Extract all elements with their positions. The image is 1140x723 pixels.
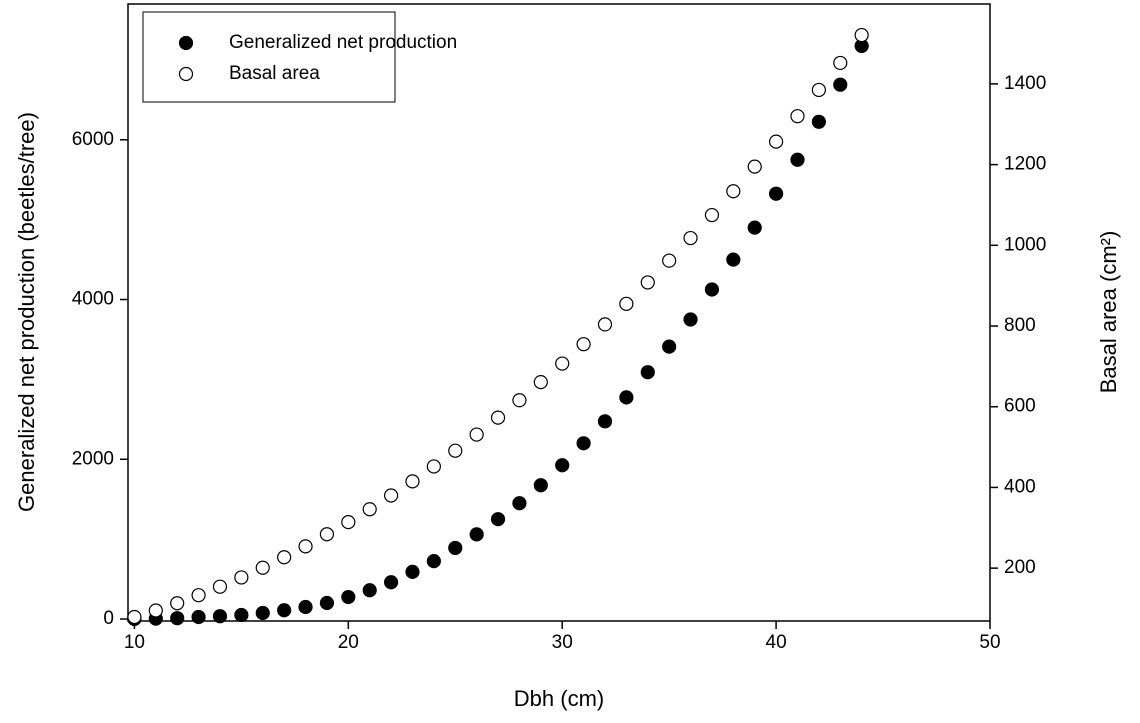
data-point [362,583,377,598]
data-point [726,252,741,267]
y2-tick-label: 1200 [1004,154,1046,175]
data-point [255,560,270,575]
legend-box [142,11,396,103]
data-point [255,605,270,621]
data-point [448,540,463,556]
x-tick-label: 50 [979,632,1000,653]
plot-frame [127,3,991,622]
legend-marker [178,66,194,82]
data-point [790,152,805,167]
data-point [790,109,805,124]
y2-tick-label: 1000 [1004,234,1046,255]
data-point [277,550,292,565]
data-point [234,607,249,623]
x-tick-label: 10 [124,632,145,653]
data-point [640,275,655,290]
x-tick-label: 40 [766,632,787,653]
data-point [426,459,441,474]
data-point [362,502,377,517]
y-tick-label: 2000 [72,448,114,469]
y2-tick-label: 200 [1004,557,1036,578]
data-point [170,596,185,611]
data-point [576,337,591,352]
data-point [298,539,313,554]
data-point [769,134,784,149]
y2-tick-label: 800 [1004,315,1036,336]
data-point [512,496,527,511]
y-axis-title: Generalized net production (beetles/tree… [14,112,39,512]
data-point [811,114,826,129]
data-point [383,488,399,503]
data-point [747,159,762,174]
data-point [426,553,441,569]
data-point [640,365,655,380]
x-tick-label: 30 [552,632,573,653]
y2-axis-title: Basal area (cm²) [1096,231,1121,394]
data-point [619,296,634,311]
data-point [127,609,142,625]
x-tick-label: 20 [338,632,359,653]
data-point [341,515,356,530]
data-point [683,230,698,246]
data-point [683,312,698,327]
y2-tick-label: 600 [1004,396,1036,417]
data-point [726,184,741,199]
data-point [191,588,206,603]
data-point [704,282,720,297]
data-point [319,527,335,542]
data-point [747,220,762,235]
data-point [298,599,313,615]
data-point [811,82,826,98]
data-point [191,609,206,625]
data-point [854,27,869,43]
data-point [833,55,848,71]
data-point [469,527,484,542]
data-point [619,390,634,405]
data-point [490,410,506,425]
data-point [405,474,420,489]
data-point [597,414,613,429]
legend-label: Basal area [229,63,320,84]
data-point [597,317,613,332]
data-point [448,443,463,458]
data-point [533,375,548,390]
data-point [234,570,249,585]
data-point [555,458,570,473]
data-point [662,339,677,354]
data-point [212,579,228,594]
data-point [341,589,356,605]
y-tick-label: 0 [103,608,114,629]
data-point [319,595,335,611]
y2-tick-label: 400 [1004,476,1036,497]
data-point [576,436,591,451]
y-tick-label: 6000 [72,129,114,150]
data-point [769,186,784,201]
data-point [833,77,848,92]
data-point [512,393,527,408]
data-point [662,253,677,268]
data-point [170,611,185,626]
data-point [383,575,399,590]
data-point [469,427,484,442]
data-point [405,564,420,579]
legend-label: Generalized net production [229,32,457,53]
data-point [277,603,292,618]
data-point [533,478,548,493]
data-point [212,609,228,624]
y2-tick-label: 1400 [1004,73,1046,94]
data-point [490,512,506,527]
data-point [704,207,720,223]
data-point [148,603,163,618]
legend-marker [178,35,194,51]
data-point [555,356,570,371]
y-tick-label: 4000 [72,289,114,310]
x-axis-title: Dbh (cm) [514,686,604,711]
